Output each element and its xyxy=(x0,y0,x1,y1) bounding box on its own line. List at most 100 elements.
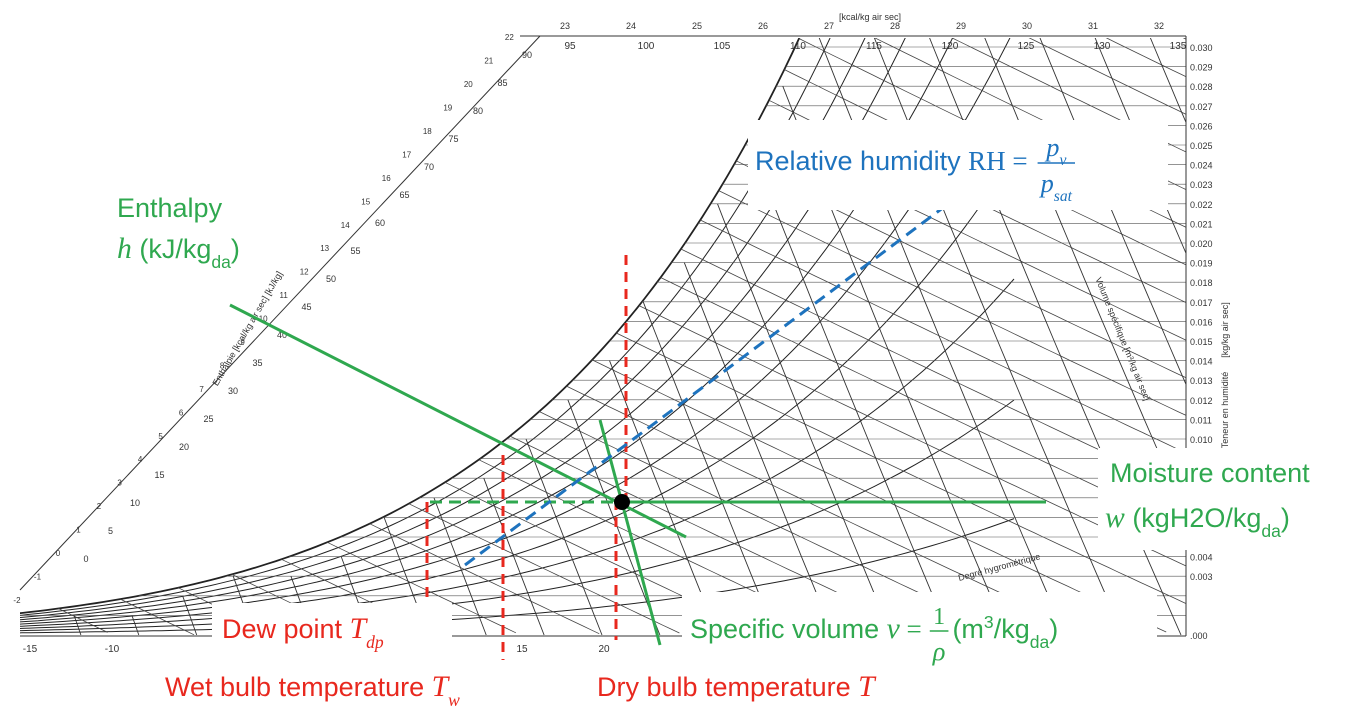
scale-label: 0 xyxy=(83,554,88,564)
scale-label: 5 xyxy=(158,432,163,441)
volume-grid xyxy=(131,615,140,636)
volume-grid xyxy=(749,144,950,636)
annotation-part: RH xyxy=(968,146,1006,176)
annotation: psat xyxy=(1039,168,1073,205)
rh-curve xyxy=(20,38,954,623)
scale-label: Volume spécifique [m³/kg air sec] xyxy=(1093,276,1152,402)
rh-guide xyxy=(464,193,961,567)
scale-label: 0.025 xyxy=(1190,141,1213,151)
scale-label: 80 xyxy=(473,106,483,116)
scale-label: 0.029 xyxy=(1190,63,1213,73)
enthalpy-grid xyxy=(592,359,1167,633)
rh-curve xyxy=(20,155,1015,627)
scale-label: 0.024 xyxy=(1190,161,1213,171)
scale-label: 0.012 xyxy=(1190,396,1213,406)
volume-grid xyxy=(873,38,1124,636)
enthalpy-grid xyxy=(798,38,1186,228)
rh-curve xyxy=(20,38,801,615)
scale-label: 110 xyxy=(790,41,806,52)
label-box xyxy=(1098,448,1369,550)
scale-label: 50 xyxy=(326,274,336,284)
scale-label: 20 xyxy=(464,80,473,89)
annotation-part: v xyxy=(1059,152,1066,169)
annotation-part: p xyxy=(1044,132,1059,162)
enthalpy-grid xyxy=(660,277,1186,529)
scale-label: 27 xyxy=(824,21,834,31)
annotation-part: (kJ/kg xyxy=(132,234,212,264)
scale-label: 30 xyxy=(1022,21,1032,31)
annotation-part: ) xyxy=(1281,503,1290,533)
scale-label: 0.023 xyxy=(1190,180,1213,190)
scale-label: 6 xyxy=(179,408,184,417)
scale-label: 26 xyxy=(758,21,768,31)
label-box xyxy=(748,120,1168,210)
scale-label: 12 xyxy=(300,268,309,277)
enthalpy-line xyxy=(229,303,687,539)
label-box xyxy=(682,592,1157,660)
annotation-part: dp xyxy=(366,632,384,652)
enthalpy-grid xyxy=(736,160,1186,379)
annotation-part: da xyxy=(211,252,231,272)
rh-curve xyxy=(20,38,866,619)
annotation-part: = xyxy=(1006,146,1028,176)
scale-label: 0.013 xyxy=(1190,376,1213,386)
annotation: Dry bulb temperature T xyxy=(597,671,877,703)
scale-label: 0.026 xyxy=(1190,121,1213,131)
scale-label: 95 xyxy=(564,41,576,52)
scale-label: 0.010 xyxy=(1190,435,1213,445)
scale-label: Degré hygrométrique xyxy=(957,551,1041,583)
scale-label: 16 xyxy=(382,174,391,183)
scale-label: 18 xyxy=(423,127,432,136)
annotation-part: (kgH2O/kg xyxy=(1125,503,1262,533)
scale-label: .000 xyxy=(1190,631,1208,641)
scale-label: [kg/kg air sec] xyxy=(1220,302,1230,358)
annotation-lines xyxy=(229,193,1046,660)
scale-label: 0.027 xyxy=(1190,102,1213,112)
rh-curve xyxy=(20,38,906,621)
volume-grid xyxy=(182,595,198,636)
scale-label: 5 xyxy=(108,526,113,536)
scale-label: 20 xyxy=(179,442,189,452)
rh-curve xyxy=(20,278,1015,629)
scale-label: 15 xyxy=(361,197,370,206)
annotation: Specific volume v = xyxy=(690,613,922,645)
annotation-part: ρ xyxy=(932,636,946,666)
annotation-part: da xyxy=(1030,632,1050,652)
annotation-part: p xyxy=(1039,168,1054,198)
scale-label: 28 xyxy=(890,21,900,31)
scale-label: 29 xyxy=(956,21,966,31)
volume-grid xyxy=(73,615,82,636)
enthalpy-grid xyxy=(718,190,1186,416)
scale-label: 0.016 xyxy=(1190,317,1213,327)
annotation-part: Dry bulb temperature xyxy=(597,672,858,702)
scale-label: 130 xyxy=(1094,41,1111,52)
annotation-part: w xyxy=(1105,502,1125,534)
scale-label: 17 xyxy=(402,150,411,159)
volume-grid xyxy=(717,203,892,636)
scale-label: 65 xyxy=(399,190,409,200)
state-point xyxy=(614,494,630,510)
scale-label: 22 xyxy=(505,33,514,42)
scale-label: 10 xyxy=(130,498,140,508)
scale-label: 90 xyxy=(522,50,532,60)
annotation-part: 1 xyxy=(933,604,945,630)
scale-label: -10 xyxy=(105,644,120,655)
annotation-part: Specific volume xyxy=(690,614,887,644)
volume-grid xyxy=(567,399,661,636)
scale-label: Teneur en humidité xyxy=(1220,372,1230,449)
annotation: Enthalpy xyxy=(117,193,223,223)
scale-label: 115 xyxy=(866,41,882,52)
annotation-part: h xyxy=(117,233,132,265)
volume-grid xyxy=(433,497,487,636)
scale-label: 135 xyxy=(1170,41,1187,52)
scale-label: -1 xyxy=(34,572,42,581)
scale-label: 0.030 xyxy=(1190,43,1213,53)
enthalpy-grid xyxy=(874,38,1186,191)
volume-grid xyxy=(525,438,603,636)
scale-label: 3 xyxy=(117,479,122,488)
annotation-part: ) xyxy=(231,234,240,264)
enthalpy-grid xyxy=(700,219,1186,454)
volume-grid xyxy=(818,38,1066,636)
scale-label: 25 xyxy=(692,21,702,31)
